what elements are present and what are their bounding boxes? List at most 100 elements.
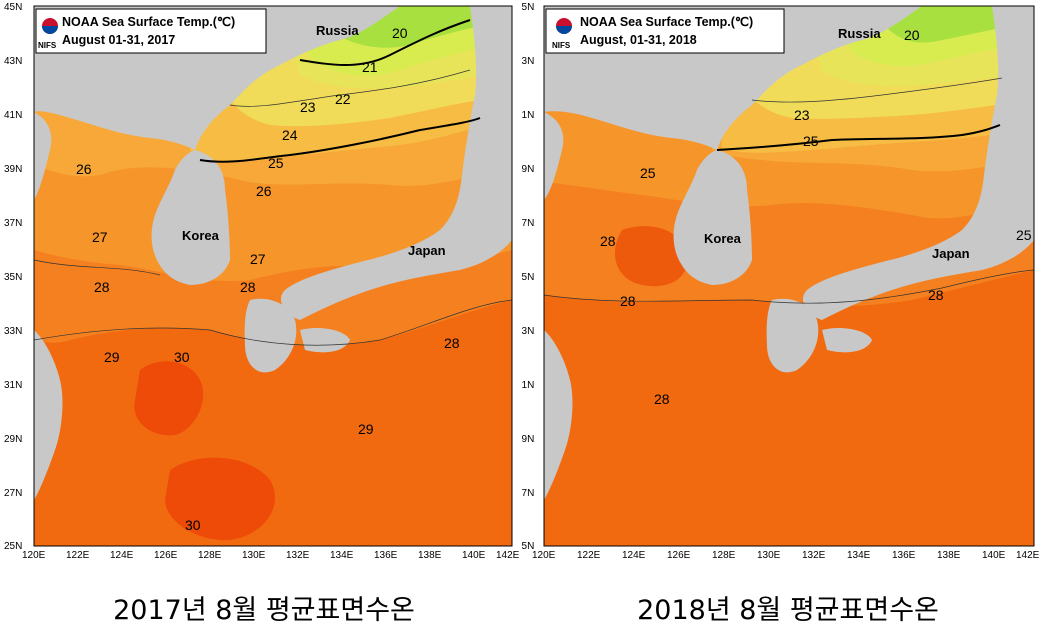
- lat-tick-label: 37N: [522, 218, 534, 229]
- contour-label: 28: [94, 279, 110, 295]
- lon-tick-label: 140E: [462, 550, 486, 560]
- region-label-japan: Japan: [932, 246, 970, 261]
- legend-title: NOAA Sea Surface Temp.(℃): [62, 15, 235, 29]
- contour-label: 21: [362, 59, 378, 75]
- contour-label: 30: [185, 517, 201, 533]
- lon-tick-label: 136E: [374, 550, 398, 560]
- lon-tick-label: 128E: [198, 550, 222, 560]
- lon-tick-label: 122E: [66, 550, 90, 560]
- lon-tick-label: 124E: [110, 550, 134, 560]
- land-kyushu: [244, 298, 297, 373]
- lat-tick-label: 25N: [522, 541, 534, 552]
- lat-tick-label: 27N: [4, 488, 22, 499]
- lon-tick-label: 138E: [418, 550, 442, 560]
- contour-label: 26: [256, 183, 272, 199]
- contour-label: 27: [250, 251, 266, 267]
- lat-tick-label: 33N: [522, 326, 534, 337]
- contour-label: 22: [335, 91, 351, 107]
- map-canvas-2017: 20 21 22 23 24 25 26 26 27 27 28 28 28 2…: [4, 2, 520, 560]
- contour-27: [33, 259, 161, 276]
- sst-30-patch: [134, 361, 204, 436]
- contour-label: 28: [928, 287, 944, 303]
- sst-29-patch: [614, 226, 688, 287]
- org-label: NIFS: [38, 41, 57, 50]
- lon-tick-label: 138E: [937, 550, 961, 560]
- contour-label: 27: [92, 229, 108, 245]
- lat-tick-label: 29N: [522, 434, 534, 445]
- lon-tick-label: 126E: [154, 550, 178, 560]
- contour-label: 25: [803, 133, 819, 149]
- contour-label: 24: [282, 127, 298, 143]
- legend-title: NOAA Sea Surface Temp.(℃): [580, 15, 753, 29]
- contour-21: [299, 19, 471, 66]
- lat-tick-label: 39N: [522, 164, 534, 175]
- contour-label: 20: [392, 25, 408, 41]
- lon-tick-label: 120E: [22, 550, 46, 560]
- lon-tick-label: 126E: [667, 550, 691, 560]
- land-shikoku: [822, 328, 872, 353]
- lon-tick-label: 120E: [532, 550, 556, 560]
- sst-30-patch: [165, 457, 276, 541]
- land-japan: [280, 6, 512, 320]
- contour-23: [229, 69, 471, 107]
- contour-28: [543, 269, 1035, 304]
- region-label-japan: Japan: [408, 243, 446, 258]
- legend-box: NIFS NOAA Sea Surface Temp.(℃) August, 0…: [545, 8, 785, 54]
- lon-tick-label: 134E: [847, 550, 871, 560]
- contour-label: 25: [1016, 227, 1032, 243]
- land-korea: [673, 150, 752, 285]
- land-shikoku: [300, 328, 350, 353]
- lat-axis: 45N 43N 41N 39N 37N 35N 33N 31N 29N 27N …: [522, 2, 534, 552]
- org-label: NIFS: [552, 41, 571, 50]
- lat-tick-label: 45N: [4, 2, 22, 13]
- lon-tick-label: 140E: [982, 550, 1006, 560]
- contour-label: 26: [76, 161, 92, 177]
- region-label-russia: Russia: [316, 23, 359, 38]
- contour-label: 28: [240, 279, 256, 295]
- legend-period: August, 01-31, 2018: [580, 33, 697, 47]
- land-korea: [151, 150, 230, 285]
- lat-tick-label: 43N: [4, 56, 22, 67]
- lon-tick-label: 128E: [712, 550, 736, 560]
- contour-28: [33, 299, 513, 346]
- land-china-bohai: [34, 112, 52, 200]
- contour-23: [751, 77, 1003, 103]
- lat-tick-label: 31N: [4, 380, 22, 391]
- lon-tick-label: 142E: [496, 550, 520, 560]
- region-label-korea: Korea: [182, 228, 220, 243]
- contour-label: 28: [654, 391, 670, 407]
- region-label-russia: Russia: [838, 26, 881, 41]
- contour-25: [199, 117, 481, 163]
- lat-tick-label: 45N: [522, 2, 534, 13]
- land-china-bohai: [544, 112, 564, 200]
- contour-label: 28: [600, 233, 616, 249]
- lon-tick-label: 122E: [577, 550, 601, 560]
- lon-tick-label: 132E: [802, 550, 826, 560]
- contour-25: [716, 124, 1001, 151]
- contour-label: 25: [640, 165, 656, 181]
- lon-tick-label: 136E: [892, 550, 916, 560]
- lon-tick-label: 124E: [622, 550, 646, 560]
- legend-box: NIFS NOAA Sea Surface Temp.(℃) August 01…: [35, 8, 267, 54]
- contour-label: 29: [358, 421, 374, 437]
- lat-tick-label: 43N: [522, 56, 534, 67]
- contour-label: 28: [620, 293, 636, 309]
- map-canvas-2018: 20 23 25 25 25 28 28 28 28 Russia Korea …: [522, 2, 1040, 560]
- lat-tick-label: 35N: [4, 272, 22, 283]
- lat-tick-label: 37N: [4, 218, 22, 229]
- map-frame: [543, 5, 1035, 547]
- caption-2017: 2017년 8월 평균표면수온: [113, 595, 415, 626]
- contour-label: 25: [268, 155, 284, 171]
- lat-tick-label: 31N: [522, 380, 534, 391]
- lat-axis: 45N 43N 41N 39N 37N 35N 33N 31N 29N 27N …: [4, 2, 22, 552]
- contour-label: 20: [904, 27, 920, 43]
- lon-tick-label: 130E: [757, 550, 781, 560]
- lat-tick-label: 25N: [4, 541, 22, 552]
- map-frame: [33, 5, 513, 547]
- legend-period: August 01-31, 2017: [62, 33, 175, 47]
- contour-label: 30: [174, 349, 190, 365]
- lon-tick-label: 142E: [1016, 550, 1040, 560]
- sst-map-2018: 20 23 25 25 25 28 28 28 28 Russia Korea …: [522, 0, 1042, 560]
- lat-tick-label: 41N: [4, 110, 22, 121]
- lat-tick-label: 35N: [522, 272, 534, 283]
